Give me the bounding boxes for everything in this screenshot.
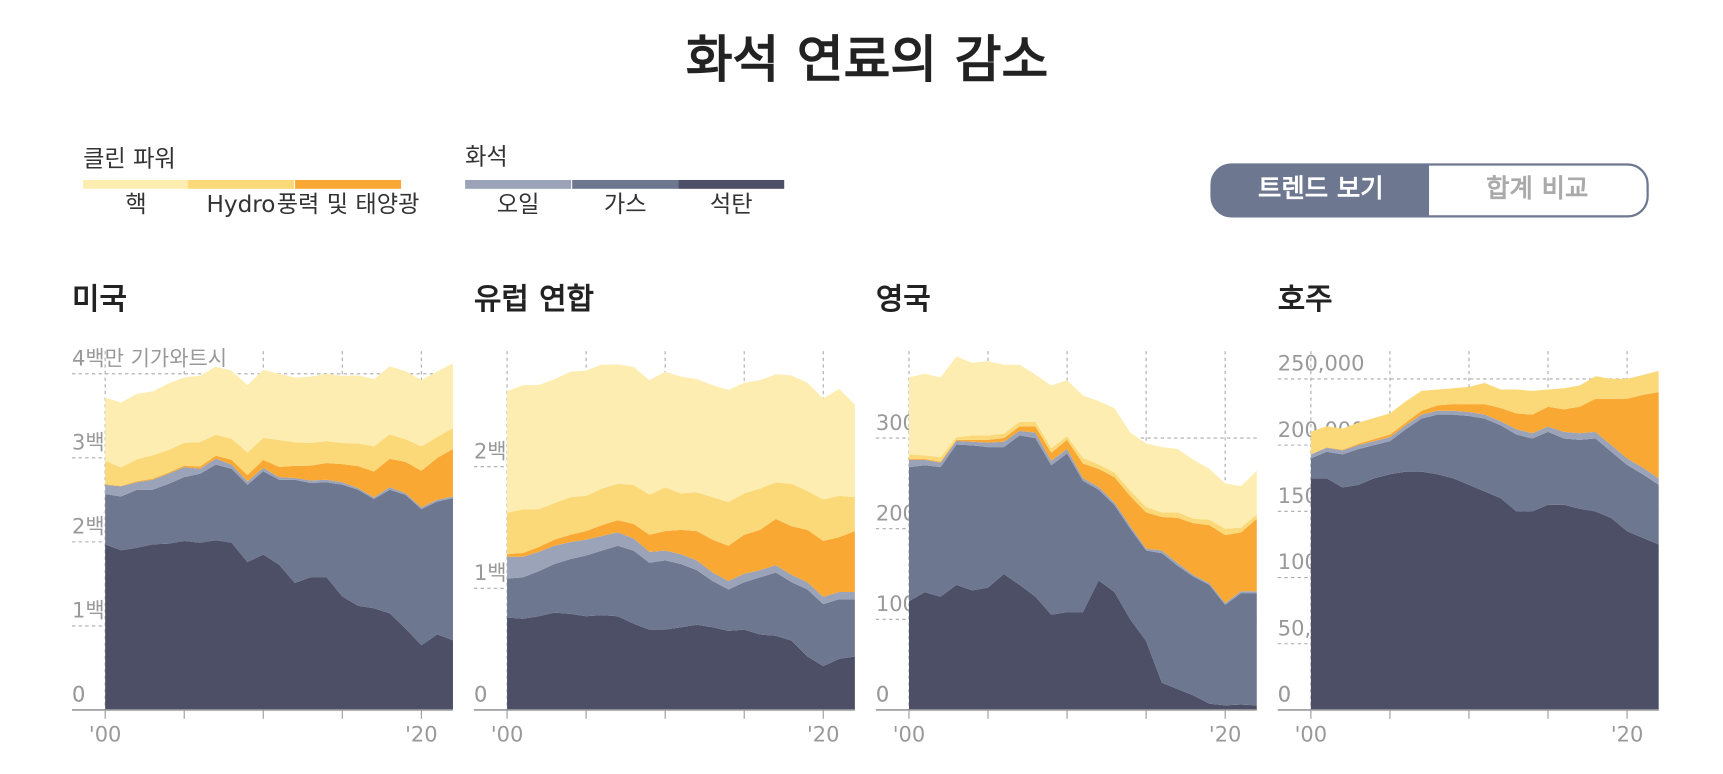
y-tick-label: 250,000 [1278, 352, 1365, 376]
area [908, 356, 1257, 529]
panel-title: 호주 [1278, 282, 1333, 317]
legend-swatch [465, 179, 572, 189]
area [507, 364, 855, 513]
y-tick-label: 0 [876, 683, 889, 707]
area [105, 363, 453, 468]
area [507, 612, 855, 710]
area [1310, 370, 1659, 455]
x-tick-label: '00 [89, 722, 121, 746]
legend-swatch [572, 179, 679, 189]
area [507, 532, 855, 605]
area [105, 449, 453, 508]
area [507, 545, 855, 667]
area [507, 482, 855, 555]
area [908, 426, 1257, 604]
legend-swatch [678, 179, 785, 189]
area [1310, 471, 1659, 710]
panel-title: 영국 [876, 282, 931, 317]
area [1310, 392, 1659, 479]
y-tick-label: 0 [1278, 683, 1291, 707]
y-tick-label-zero: 0 [876, 683, 889, 707]
x-tick-label: '20 [1209, 722, 1241, 746]
y-tick-label: 4백만 기가와트시 [72, 346, 227, 370]
x-tick-label: '00 [1295, 722, 1327, 746]
x-tick-label: '20 [1611, 722, 1643, 746]
x-tick-label: '20 [807, 722, 839, 746]
legend-group-title: 화석 [465, 143, 508, 170]
y-tick-label-zero: 0 [72, 683, 85, 707]
toggle-option[interactable]: 합계 비교 [1486, 173, 1588, 203]
toggle[interactable]: 트렌드 보기 합계 비교 [1210, 163, 1649, 218]
y-tick-label-zero: 0 [474, 683, 487, 707]
area [105, 464, 453, 646]
legend-swatch [295, 179, 402, 189]
x-tick-label: '20 [405, 722, 437, 746]
page-title: 화석 연료의 감소 [686, 29, 1048, 89]
legend-label: 풍력 및 태양광 [277, 191, 420, 218]
area [507, 518, 855, 597]
legend-label: 가스 [604, 191, 647, 218]
legend-swatch [187, 179, 294, 189]
legend-label: 오일 [497, 191, 540, 218]
toggle-option[interactable]: 트렌드 보기 [1258, 173, 1384, 203]
y-tick-label: 0 [72, 683, 85, 707]
legend-label: 석탄 [710, 191, 753, 218]
legend-swatch [83, 179, 190, 189]
y-tick-label-zero: 0 [1278, 683, 1291, 707]
area [105, 458, 453, 510]
y-tick-label: 0 [474, 683, 487, 707]
legend-group-title: 클린 파워 [83, 146, 176, 173]
panel-title: 미국 [72, 282, 127, 317]
area [908, 435, 1257, 706]
legend-label: Hydro [206, 191, 275, 218]
x-tick-label: '00 [893, 722, 925, 746]
area [1310, 414, 1659, 545]
area [105, 428, 453, 486]
area [908, 574, 1257, 710]
legend-label: 핵 [125, 191, 146, 218]
area [105, 540, 453, 710]
x-tick-label: '00 [491, 722, 523, 746]
panel-title: 유럽 연합 [474, 282, 594, 317]
toggle-active [1211, 164, 1430, 217]
